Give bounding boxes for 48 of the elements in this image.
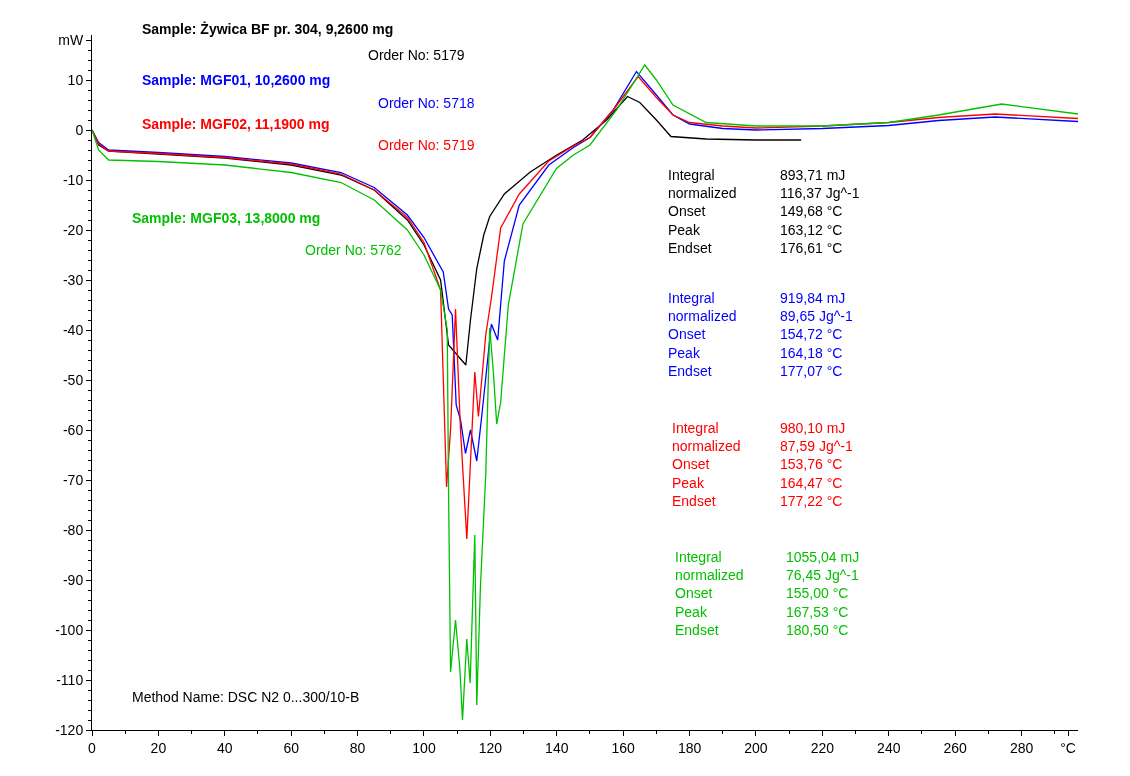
x-tick-label: 0: [88, 739, 97, 756]
series-label: Sample: MGF02, 11,1900 mg: [142, 116, 330, 132]
x-tick-label: 180: [677, 739, 702, 756]
y-tick-label: -80: [62, 521, 84, 538]
y-tick-label: 10: [67, 71, 84, 88]
text: Sample: MGF01, 10,2600 mg: [142, 72, 331, 88]
annotation: Integral normalized Onset Peak Endset: [672, 420, 741, 509]
y-tick-label: -40: [62, 321, 84, 338]
x-tick-label: 160: [611, 739, 636, 756]
y-tick-label: -60: [62, 421, 84, 438]
x-tick-label: 200: [744, 739, 768, 756]
x-tick-label: 220: [810, 739, 835, 756]
annotation: Method Name: DSC N2 0...300/10-B: [132, 689, 360, 705]
y-tick-label: -100: [55, 621, 84, 638]
x-tick-label: 140: [545, 739, 569, 756]
annotation: Order No: 5718: [378, 95, 475, 111]
text: Sample: MGF03, 13,8000 mg: [132, 210, 321, 226]
annotation: Integral normalized Onset Peak Endset: [668, 290, 737, 379]
annotation: Order No: 5719: [378, 137, 475, 153]
annotation: 980,10 mJ 87,59 Jg^-1 153,76 °C 164,47 °C 177,22 °C: [780, 420, 853, 509]
annotation: Integral normalized Onset Peak Endset: [668, 167, 737, 256]
text: Sample: Żywica BF pr. 304, 9,2600 mg: [142, 21, 394, 37]
annotation: 893,71 mJ 116,37 Jg^-1 149,68 °C 163,12 °C 176,61 °C: [780, 167, 860, 256]
annotation: Integral normalized Onset Peak Endset: [675, 549, 744, 638]
y-tick-label: -120: [55, 721, 84, 738]
x-tick-label: 280: [1009, 739, 1034, 756]
x-tick-label: 260: [943, 739, 968, 756]
annotation: 1055,04 mJ 76,45 Jg^-1 155,00 °C 167,53 °C 180,50 °C: [786, 549, 860, 638]
x-tick-label: 240: [877, 739, 901, 756]
x-tick-label: °C: [1060, 739, 1076, 756]
y-tick-label: -90: [62, 571, 84, 588]
annotation: Order No: 5762: [305, 242, 402, 258]
x-tick-label: 100: [412, 739, 436, 756]
x-tick-label: 20: [150, 739, 167, 756]
y-tick-label: -30: [62, 271, 84, 288]
y-tick-label: -70: [62, 471, 84, 488]
annotation: 919,84 mJ 89,65 Jg^-1 154,72 °C 164,18 °C 177,07 °C: [780, 290, 853, 379]
annotation: Order No: 5179: [368, 47, 465, 63]
y-tick-label: 0: [75, 121, 84, 138]
y-tick-label: -50: [62, 371, 84, 388]
x-tick-label: 40: [217, 739, 233, 756]
x-tick-label: 120: [478, 739, 503, 756]
y-tick-label: -10: [62, 171, 84, 188]
y-tick-label: -20: [62, 221, 84, 238]
x-tick-label: 60: [283, 739, 300, 756]
y-tick-label: -110: [56, 671, 84, 688]
y-tick-label: mW: [58, 31, 84, 48]
x-tick-label: 80: [349, 739, 366, 756]
